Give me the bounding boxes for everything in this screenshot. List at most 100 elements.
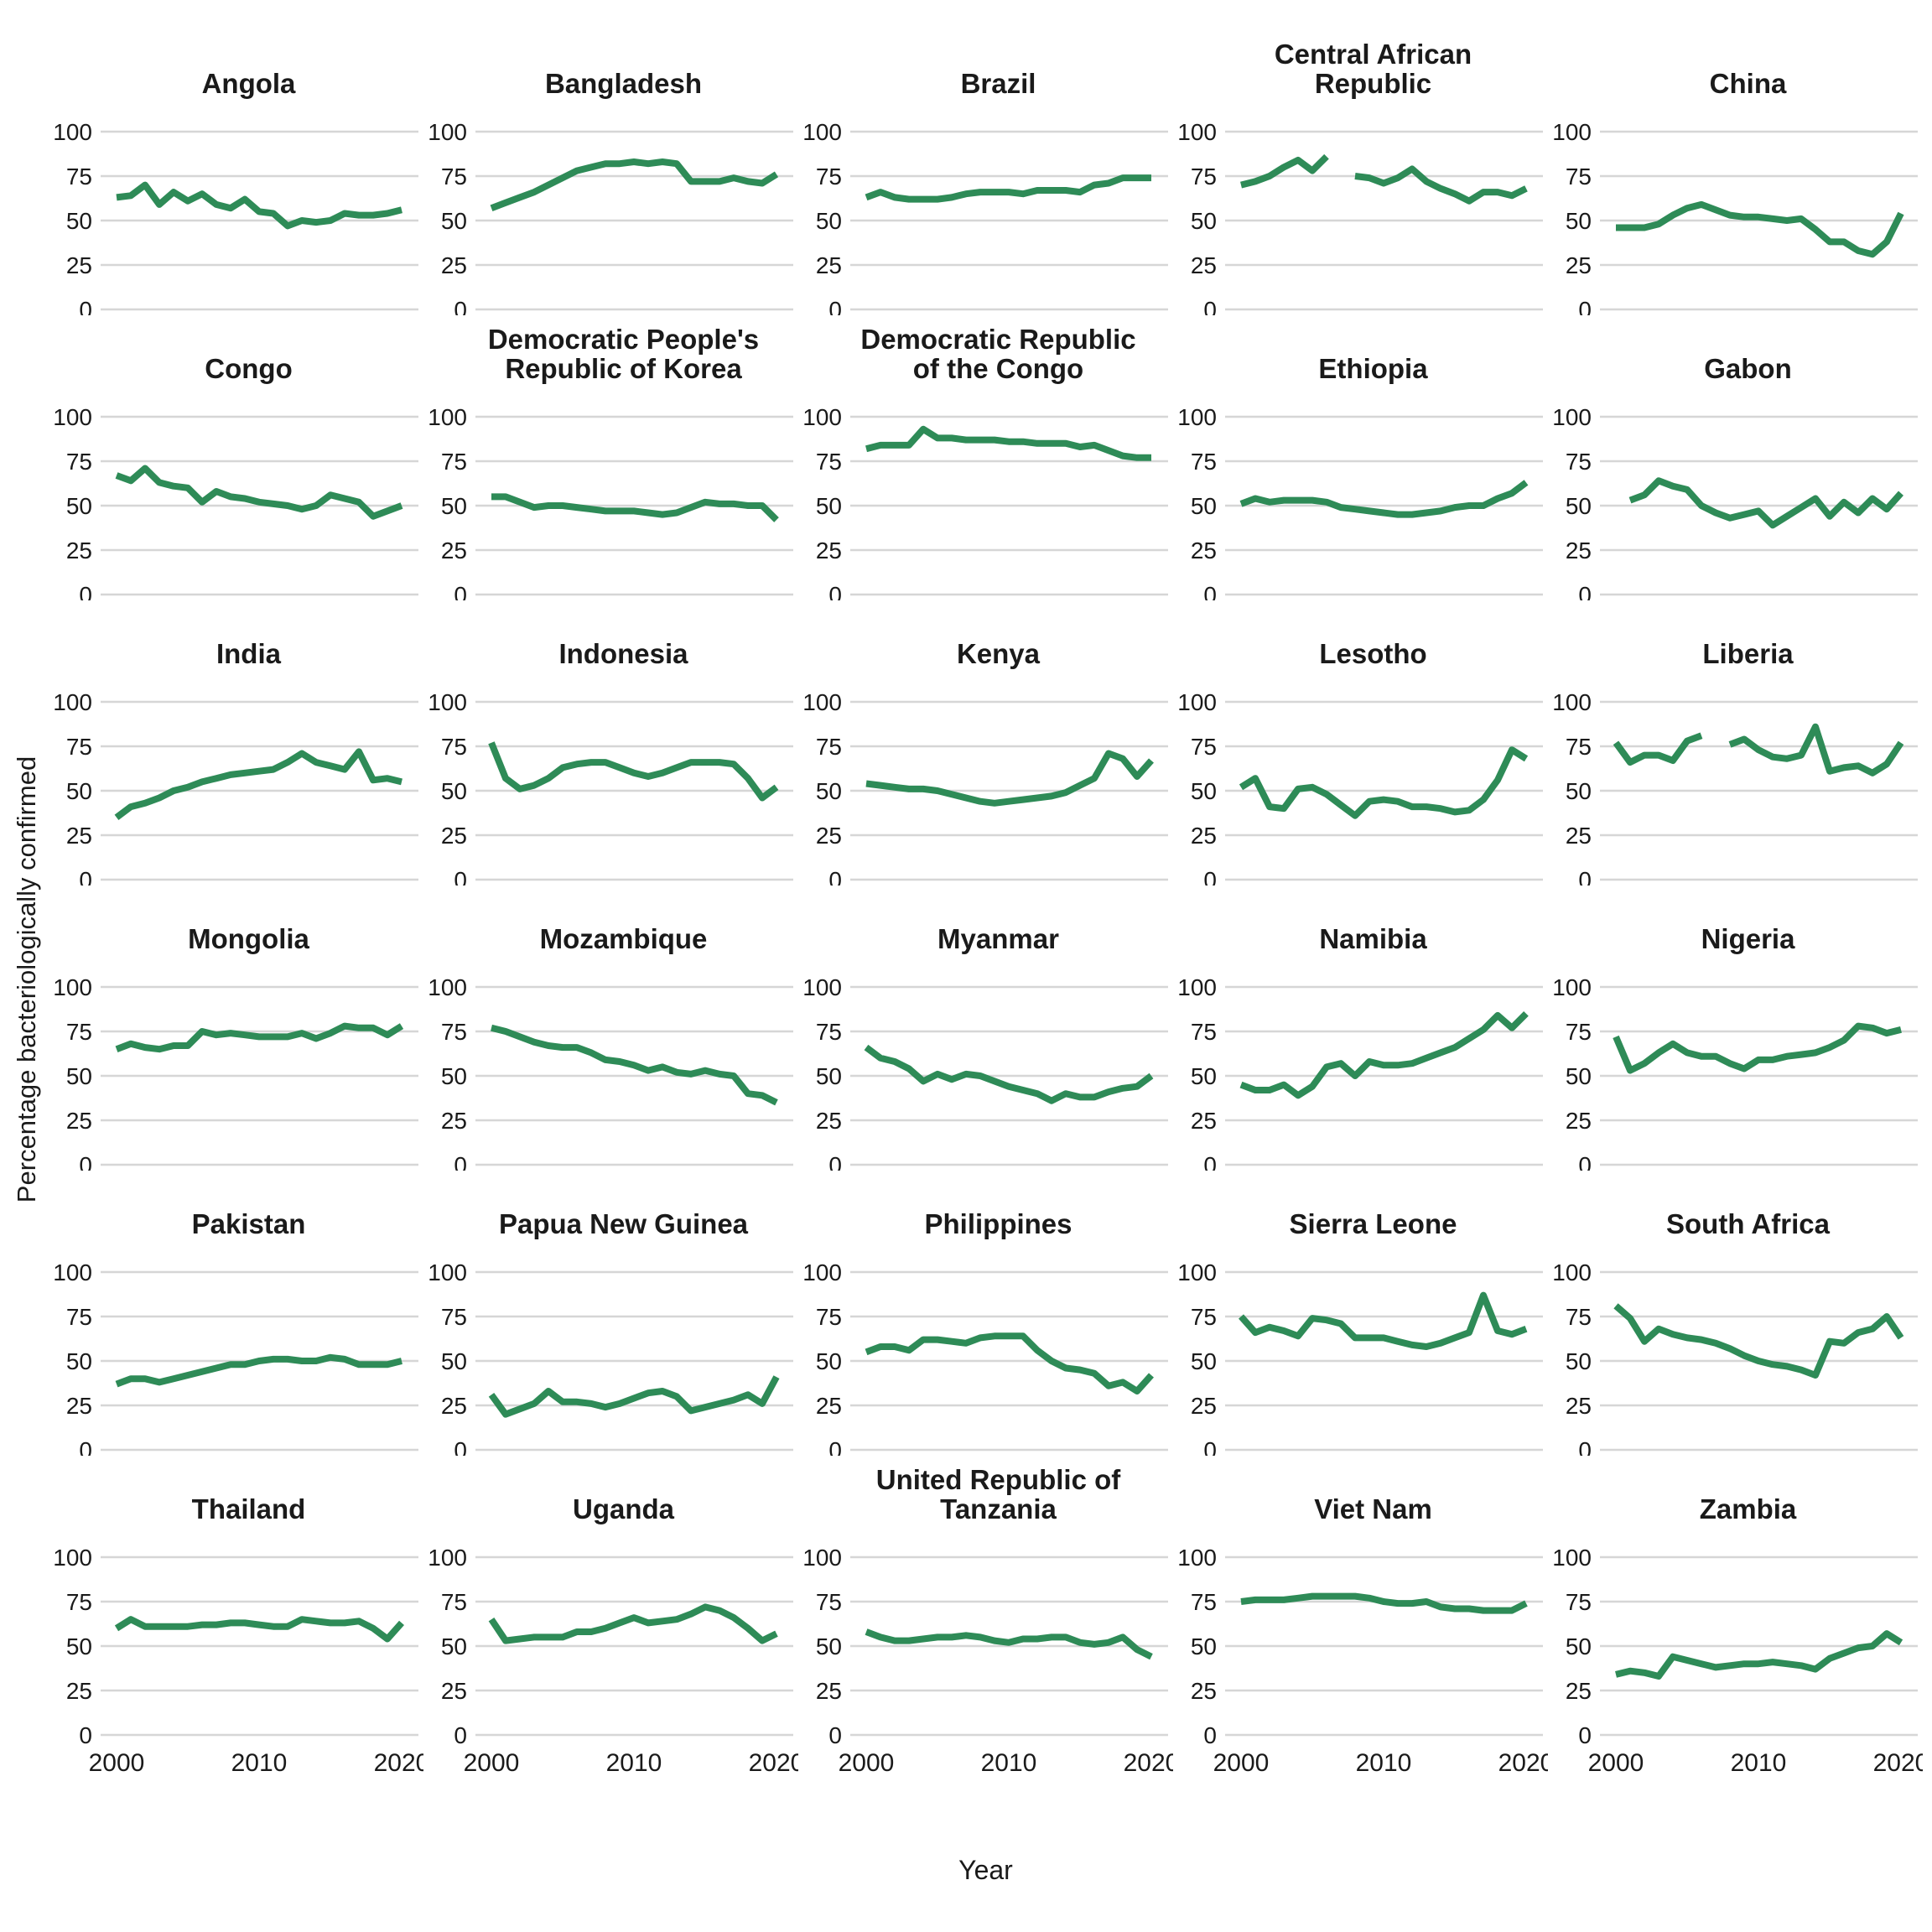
facet-plot-brazil: 0 25 50 75 100 — [802, 119, 1168, 315]
y-tick-label: 0 — [828, 1437, 842, 1456]
data-line-mongolia — [115, 1022, 404, 1053]
x-tick-label: 2020 — [1873, 1749, 1923, 1777]
y-tick-label: 50 — [1191, 1633, 1217, 1659]
y-tick-label: 0 — [1578, 867, 1592, 886]
y-tick-label: 0 — [79, 867, 92, 886]
data-line-philippines — [865, 1332, 1154, 1394]
y-tick-label: 100 — [1552, 689, 1592, 715]
y-tick-label: 50 — [441, 1348, 467, 1374]
facet-philippines: Philippines 0 25 50 75 100 — [798, 1171, 1173, 1456]
facet-plot-namibia: 0 25 50 75 100 — [1177, 974, 1543, 1171]
y-tick-label: 25 — [441, 252, 467, 278]
y-tick-label: 100 — [1552, 1259, 1592, 1285]
facet-title-mongolia: Mongolia — [188, 923, 309, 955]
facet-plot-china: 0 25 50 75 100 — [1552, 119, 1918, 315]
x-tick-label: 2010 — [1731, 1749, 1787, 1777]
x-tick-label: 2020 — [1498, 1749, 1548, 1777]
facet-pakistan: Pakistan 0 25 50 75 100 — [49, 1171, 423, 1456]
y-tick-label: 0 — [454, 1152, 467, 1171]
data-line-india — [114, 748, 402, 821]
y-tick-label: 75 — [441, 1019, 467, 1045]
y-tick-label: 75 — [816, 1589, 842, 1615]
y-tick-label: 0 — [454, 582, 467, 600]
facet-title-zambia: Zambia — [1699, 1493, 1797, 1525]
facet-mozambique: Mozambique 0 25 50 75 100 — [423, 886, 798, 1171]
y-tick-label: 100 — [1177, 119, 1217, 145]
facet-congo: Congo 0 25 50 75 100 — [49, 315, 423, 600]
facet-title-sierra-leone: Sierra Leone — [1289, 1208, 1457, 1240]
facet-plot-zambia: 0 25 50 75 100 2000 2010 2020 — [1552, 1545, 1923, 1777]
y-tick-label: 25 — [1566, 823, 1592, 849]
y-tick-label: 50 — [1191, 778, 1217, 804]
y-tick-label: 0 — [454, 1722, 467, 1748]
y-tick-label: 25 — [1191, 823, 1217, 849]
y-tick-label: 50 — [1191, 493, 1217, 519]
y-tick-label: 50 — [816, 1063, 842, 1089]
data-line-gabon — [1628, 477, 1903, 529]
facet-liberia: Liberia 0 25 50 75 100 — [1548, 600, 1923, 886]
x-tick-label: 2000 — [839, 1749, 895, 1777]
y-tick-label: 75 — [1566, 1304, 1592, 1330]
y-tick-label: 75 — [1191, 449, 1217, 475]
y-tick-label: 50 — [441, 208, 467, 234]
facet-title-kenya: Kenya — [956, 638, 1041, 670]
data-line-papua-new-guinea — [488, 1375, 780, 1418]
facet-plot-democratic-republic-of-the-congo: 0 25 50 75 100 — [802, 404, 1168, 600]
facet-ethiopia: Ethiopia 0 25 50 75 100 — [1173, 315, 1548, 600]
facet-plot-india: 0 25 50 75 100 — [53, 689, 418, 886]
x-tick-label: 2020 — [749, 1749, 798, 1777]
y-tick-label: 0 — [1578, 297, 1592, 315]
y-tick-label: 25 — [816, 1393, 842, 1419]
y-tick-label: 50 — [1566, 1348, 1592, 1374]
facet-thailand: Thailand 0 25 50 75 100 2000 2010 2020 — [49, 1456, 423, 1783]
y-tick-label: 0 — [454, 867, 467, 886]
y-tick-label: 50 — [441, 1633, 467, 1659]
y-tick-label: 75 — [441, 1304, 467, 1330]
y-tick-label: 100 — [802, 1545, 842, 1571]
facet-plot-bangladesh: 0 25 50 75 100 — [428, 119, 793, 315]
y-tick-label: 75 — [66, 1589, 92, 1615]
y-tick-label: 25 — [1566, 1678, 1592, 1704]
y-tick-label: 25 — [816, 823, 842, 849]
y-tick-label: 100 — [802, 974, 842, 1000]
y-tick-label: 25 — [66, 1108, 92, 1134]
y-tick-label: 25 — [1566, 1393, 1592, 1419]
y-tick-label: 75 — [816, 449, 842, 475]
y-tick-label: 50 — [66, 493, 92, 519]
y-tick-label: 75 — [441, 734, 467, 760]
y-tick-label: 25 — [1191, 1393, 1217, 1419]
y-tick-label: 75 — [66, 1304, 92, 1330]
facet-title-brazil: Brazil — [960, 68, 1036, 100]
facet-title-lesotho: Lesotho — [1319, 638, 1427, 670]
facet-plot-lesotho: 0 25 50 75 100 — [1177, 689, 1543, 886]
y-tick-label: 50 — [66, 1633, 92, 1659]
y-tick-label: 100 — [428, 689, 467, 715]
y-tick-label: 0 — [1578, 582, 1592, 600]
y-tick-label: 100 — [802, 689, 842, 715]
data-line-uganda — [488, 1603, 778, 1644]
y-tick-label: 100 — [802, 119, 842, 145]
y-tick-label: 25 — [66, 1393, 92, 1419]
data-line-mozambique — [491, 1024, 778, 1106]
facet-plot-pakistan: 0 25 50 75 100 — [53, 1259, 418, 1456]
y-tick-label: 50 — [816, 493, 842, 519]
data-line-namibia — [1239, 1010, 1529, 1099]
facet-title-thailand: Thailand — [191, 1493, 306, 1525]
facet-brazil: Brazil 0 25 50 75 100 — [798, 30, 1173, 315]
y-tick-label: 0 — [1203, 582, 1217, 600]
facet-myanmar: Myanmar 0 25 50 75 100 — [798, 886, 1173, 1171]
x-tick-label: 2010 — [606, 1749, 662, 1777]
facet-plot-mongolia: 0 25 50 75 100 — [53, 974, 418, 1171]
data-line-liberia — [1613, 732, 1703, 766]
y-tick-label: 75 — [441, 449, 467, 475]
facet-viet-nam: Viet Nam 0 25 50 75 100 2000 2010 2020 — [1173, 1456, 1548, 1783]
data-line-china — [1616, 200, 1904, 258]
data-line-bangladesh — [490, 158, 779, 211]
y-tick-label: 25 — [441, 1678, 467, 1704]
y-tick-label: 50 — [816, 778, 842, 804]
y-tick-label: 50 — [816, 208, 842, 234]
y-tick-label: 25 — [1191, 252, 1217, 278]
y-tick-label: 0 — [79, 1437, 92, 1456]
facet-united-republic-of-tanzania: United Republic of Tanzania 0 25 50 75 100 200… — [798, 1456, 1173, 1783]
